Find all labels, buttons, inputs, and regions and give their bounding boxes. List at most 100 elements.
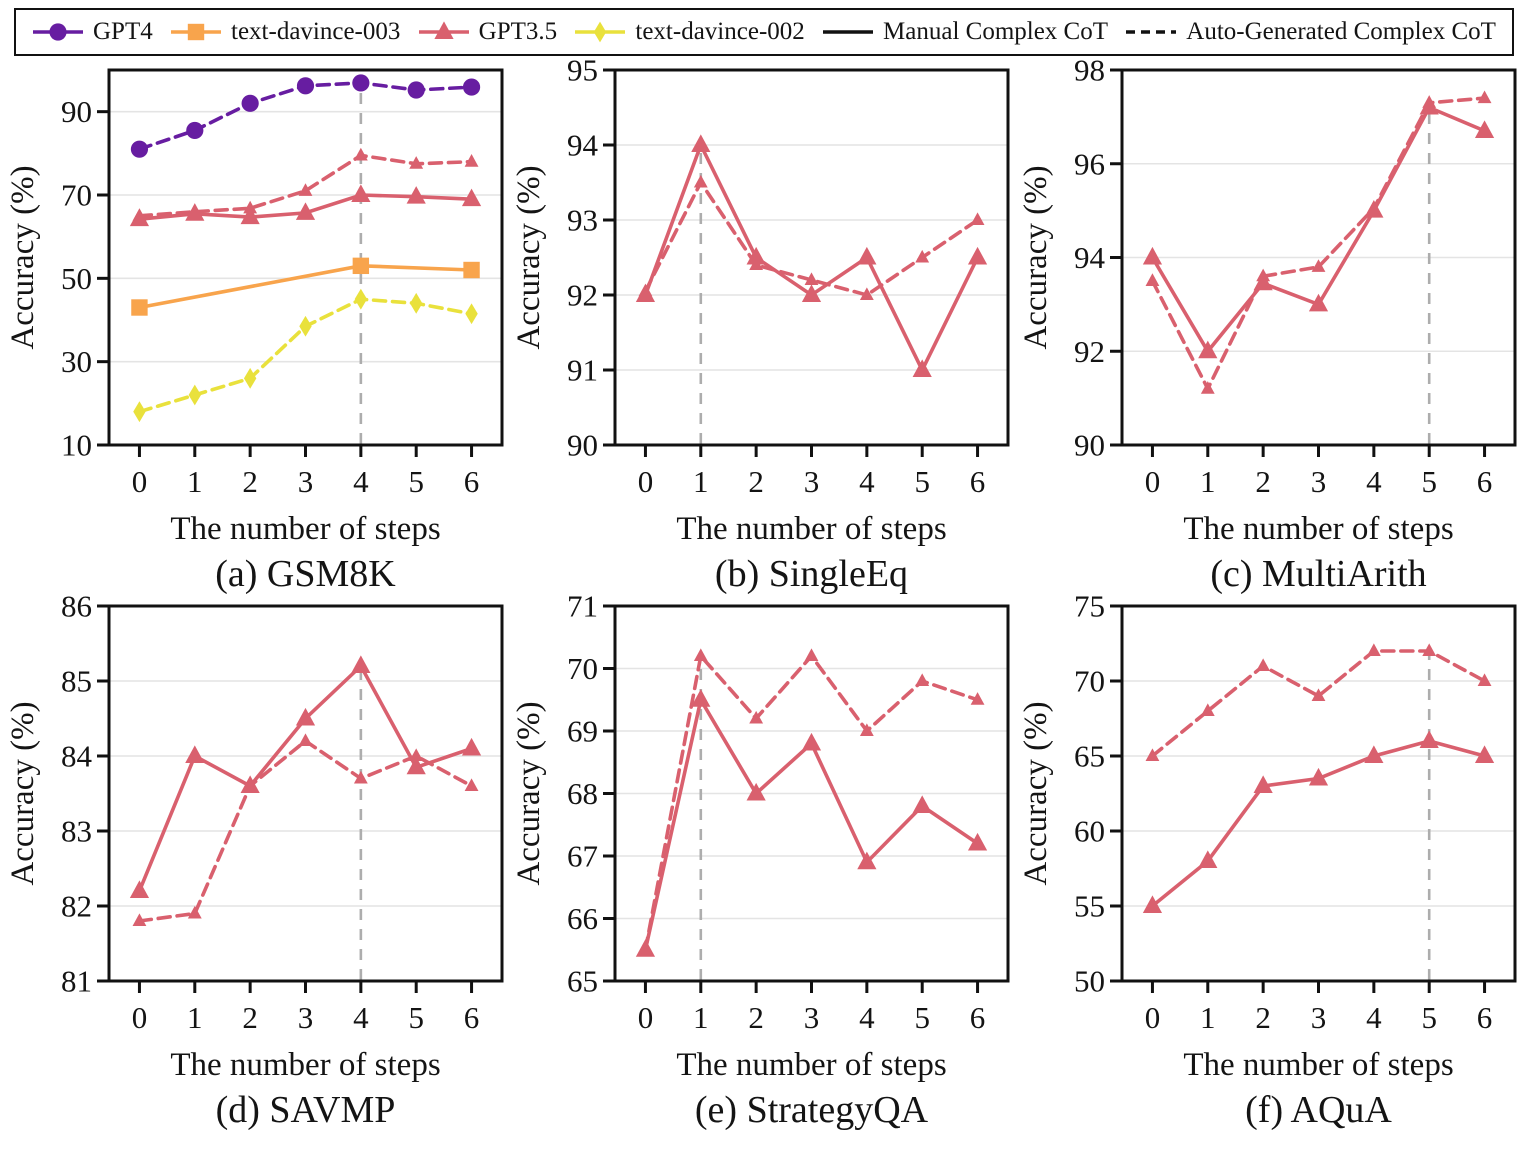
svg-text:65: 65	[567, 964, 598, 999]
legend-label-auto-generated-complex-cot: Auto-Generated Complex CoT	[1186, 18, 1496, 45]
svg-text:4: 4	[353, 464, 369, 499]
svg-text:84: 84	[61, 739, 93, 774]
gpt35-triangle-marker-icon	[418, 21, 469, 39]
subplot-d-savmp: 0 1 2 3 4 5 6 81 82 83 84 85 86 The number of steps Ac…	[4, 594, 511, 1130]
charts-grid: 0 1 2 3 4 5 6 10 30 50 70 90 The number of steps Accu…	[0, 58, 1528, 1130]
svg-text:30: 30	[61, 344, 92, 379]
dashed-line-icon	[1126, 30, 1177, 34]
svg-text:86: 86	[61, 594, 92, 624]
text-davince-003-square-marker-icon	[171, 23, 221, 41]
svg-text:6: 6	[464, 1000, 480, 1035]
svg-text:83: 83	[61, 814, 92, 849]
series-line	[1150, 649, 1487, 758]
svg-text:6: 6	[464, 464, 480, 499]
svg-text:66: 66	[567, 901, 598, 936]
svg-text:96: 96	[1074, 146, 1105, 181]
svg-text:2: 2	[749, 464, 765, 499]
svg-text:69: 69	[567, 714, 598, 749]
subplot-a-gsm8k: 0 1 2 3 4 5 6 10 30 50 70 90 The number of steps Accu…	[4, 58, 511, 594]
svg-text:98: 98	[1074, 58, 1105, 88]
svg-text:94: 94	[567, 128, 599, 163]
svg-text:60: 60	[1074, 814, 1105, 849]
svg-text:5: 5	[1422, 464, 1438, 499]
legend-item-auto-generated-complex-cot: Auto-Generated Complex CoT	[1125, 18, 1496, 46]
svg-text:67: 67	[567, 839, 598, 874]
svg-text:0: 0	[1145, 1000, 1161, 1035]
svg-text:0: 0	[638, 464, 654, 499]
x-axis-label: The number of steps	[170, 1047, 440, 1083]
svg-text:2: 2	[1256, 464, 1272, 499]
subplot-f-aqua: 0 1 2 3 4 5 6 50 55 60 65 70 75 The number of steps Ac…	[1017, 594, 1524, 1130]
svg-text:4: 4	[353, 1000, 369, 1035]
subplot-caption: (f) AQuA	[1245, 1089, 1392, 1130]
svg-text:5: 5	[915, 464, 931, 499]
svg-text:3: 3	[804, 464, 820, 499]
svg-text:2: 2	[242, 464, 258, 499]
chart-canvas-aqua: 0 1 2 3 4 5 6 50 55 60 65 70 75 The number of steps Ac…	[1018, 594, 1517, 1130]
svg-text:82: 82	[61, 889, 92, 924]
gpt4-circle-marker-icon	[33, 23, 83, 41]
svg-text:4: 4	[1366, 464, 1382, 499]
subplot-e-strategyqa: 0 1 2 3 4 5 6 65 66 67 68 69 70 71 The number of steps…	[511, 594, 1018, 1130]
svg-text:2: 2	[1256, 1000, 1272, 1035]
svg-text:4: 4	[860, 1000, 876, 1035]
series-line	[1150, 105, 1487, 355]
svg-text:90: 90	[567, 428, 598, 463]
svg-text:91: 91	[567, 353, 598, 388]
svg-text:4: 4	[1366, 1000, 1382, 1035]
subplot-caption: (d) SAVMP	[215, 1089, 395, 1130]
svg-text:65: 65	[1074, 739, 1105, 774]
svg-text:5: 5	[408, 1000, 424, 1035]
svg-text:94: 94	[1074, 240, 1106, 275]
x-axis-label: The number of steps	[677, 511, 947, 547]
legend-item-text-davince-002: text-davince-002	[574, 18, 805, 46]
legend: GPT4 text-davince-003 GPT3.5 text-davinc…	[14, 8, 1514, 56]
y-axis-label: Accuracy (%)	[511, 701, 547, 885]
svg-text:0: 0	[1145, 464, 1161, 499]
svg-text:1: 1	[187, 464, 203, 499]
svg-text:6: 6	[970, 1000, 986, 1035]
x-axis-label: The number of steps	[1183, 511, 1453, 547]
svg-text:6: 6	[970, 464, 986, 499]
solid-line-icon	[823, 30, 874, 34]
svg-text:70: 70	[1074, 664, 1105, 699]
svg-text:90: 90	[61, 94, 92, 129]
svg-text:50: 50	[1074, 964, 1105, 999]
subplot-caption: (a) GSM8K	[215, 553, 396, 594]
legend-item-manual-complex-cot: Manual Complex CoT	[822, 18, 1108, 46]
subplot-caption: (b) SingleEq	[715, 553, 908, 594]
legend-label-manual-complex-cot: Manual Complex CoT	[883, 18, 1109, 45]
svg-text:92: 92	[567, 278, 598, 313]
svg-text:4: 4	[860, 464, 876, 499]
y-axis-label: Accuracy (%)	[5, 165, 41, 349]
y-axis-label: Accuracy (%)	[5, 701, 41, 885]
legend-label-gpt35: GPT3.5	[478, 18, 558, 45]
svg-text:3: 3	[1311, 464, 1327, 499]
svg-text:71: 71	[567, 594, 598, 624]
svg-text:92: 92	[1074, 334, 1105, 369]
svg-text:1: 1	[694, 464, 710, 499]
svg-text:81: 81	[61, 964, 92, 999]
svg-text:1: 1	[1200, 464, 1216, 499]
text-davince-002-diamond-marker-icon	[575, 21, 626, 43]
series-line	[1150, 739, 1487, 908]
legend-label-text-davince-002: text-davince-002	[635, 18, 805, 45]
y-axis-label: Accuracy (%)	[1018, 701, 1054, 885]
series-line	[137, 263, 474, 310]
svg-text:1: 1	[187, 1000, 203, 1035]
svg-text:6: 6	[1477, 1000, 1493, 1035]
svg-text:6: 6	[1477, 464, 1493, 499]
x-axis-label: The number of steps	[170, 511, 440, 547]
svg-text:93: 93	[567, 203, 598, 238]
svg-text:2: 2	[749, 1000, 765, 1035]
x-axis-label: The number of steps	[1183, 1047, 1453, 1083]
y-axis-label: Accuracy (%)	[1018, 165, 1054, 349]
subplot-c-multiarith: 0 1 2 3 4 5 6 90 92 94 96 98 The number of steps Accu…	[1017, 58, 1524, 594]
svg-text:0: 0	[132, 464, 148, 499]
svg-text:85: 85	[61, 664, 92, 699]
svg-text:3: 3	[298, 464, 314, 499]
svg-text:55: 55	[1074, 889, 1105, 924]
chart-canvas-gsm8k: 0 1 2 3 4 5 6 10 30 50 70 90 The number of steps Accu…	[5, 68, 504, 594]
svg-text:5: 5	[1422, 1000, 1438, 1035]
legend-label-text-davince-003: text-davince-003	[231, 18, 401, 45]
